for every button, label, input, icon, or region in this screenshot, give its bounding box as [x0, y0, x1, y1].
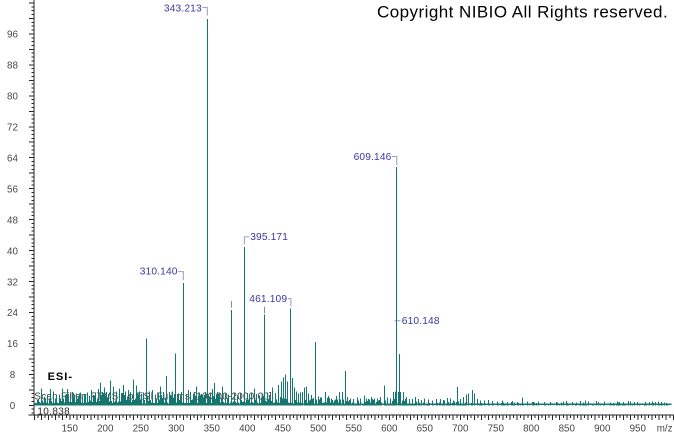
svg-text:40: 40 — [7, 246, 18, 257]
svg-text:650: 650 — [417, 424, 434, 434]
svg-text:48: 48 — [7, 215, 18, 226]
svg-text:500: 500 — [310, 424, 327, 434]
svg-text:350: 350 — [204, 424, 221, 434]
svg-text:Scan Filter: FTMS - p ESI Full: Scan Filter: FTMS - p ESI Full ms [100.0… — [34, 391, 272, 402]
svg-text:900: 900 — [594, 424, 611, 434]
svg-text:700: 700 — [452, 424, 469, 434]
svg-text:8: 8 — [10, 370, 16, 381]
svg-text:461.109: 461.109 — [249, 294, 287, 305]
svg-text:850: 850 — [559, 424, 576, 434]
svg-text:450: 450 — [275, 424, 292, 434]
svg-text:72: 72 — [7, 123, 18, 134]
svg-text:200: 200 — [97, 424, 114, 434]
svg-text:550: 550 — [346, 424, 363, 434]
svg-text:610.148: 610.148 — [402, 316, 440, 327]
svg-text:250: 250 — [133, 424, 150, 434]
svg-text:310.140: 310.140 — [140, 267, 178, 278]
svg-text:600: 600 — [381, 424, 398, 434]
svg-text:24: 24 — [7, 308, 18, 319]
svg-text:ESI-: ESI- — [48, 371, 73, 383]
svg-text:32: 32 — [7, 277, 18, 288]
svg-text:400: 400 — [239, 424, 256, 434]
svg-text:343.213: 343.213 — [164, 3, 202, 14]
svg-text:10.838: 10.838 — [37, 406, 70, 417]
svg-text:750: 750 — [488, 424, 505, 434]
svg-text:150: 150 — [62, 424, 79, 434]
svg-text:0: 0 — [10, 401, 16, 412]
svg-text:16: 16 — [7, 339, 18, 350]
svg-text:64: 64 — [7, 154, 18, 165]
svg-text:80: 80 — [7, 92, 18, 103]
svg-text:Copyright NIBIO All Rights res: Copyright NIBIO All Rights reserved. — [377, 3, 668, 22]
svg-text:300: 300 — [168, 424, 185, 434]
svg-text:88: 88 — [7, 61, 18, 72]
svg-text:609.146: 609.146 — [354, 152, 392, 163]
svg-text:m/z: m/z — [657, 424, 673, 434]
svg-text:96: 96 — [7, 30, 18, 41]
svg-text:395.171: 395.171 — [250, 232, 288, 243]
svg-text:56: 56 — [7, 184, 18, 195]
svg-text:800: 800 — [523, 424, 540, 434]
svg-text:950: 950 — [630, 424, 647, 434]
